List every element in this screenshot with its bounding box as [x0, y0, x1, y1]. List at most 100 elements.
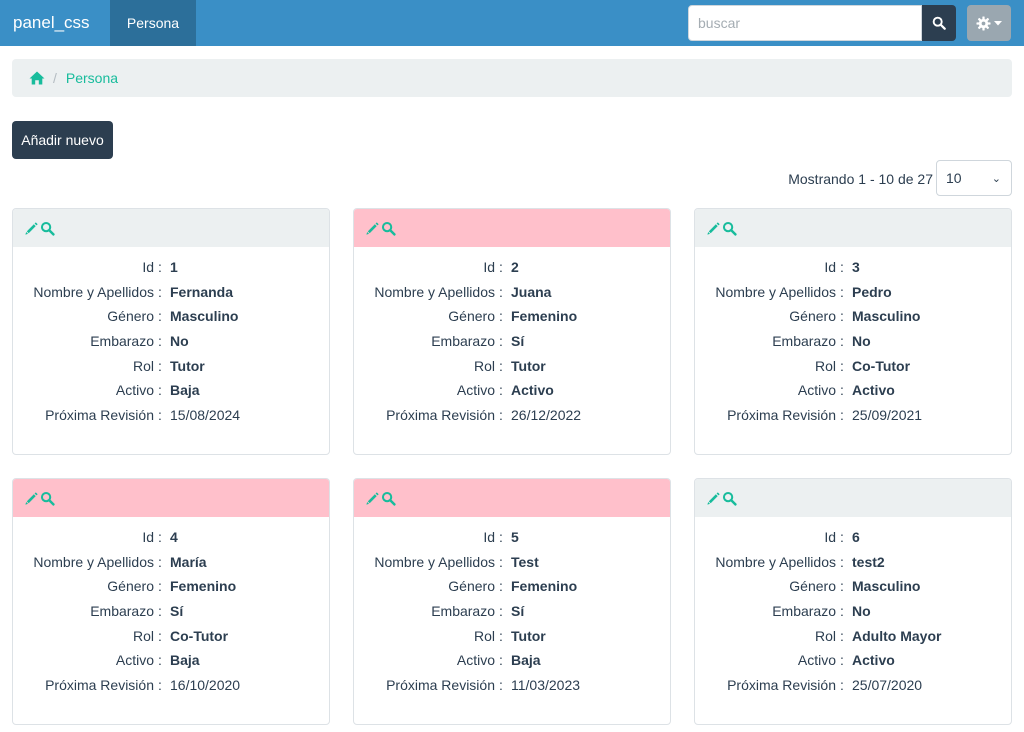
field-label: Nombre y Apellidos — [715, 283, 836, 300]
home-icon[interactable] — [29, 71, 45, 85]
field-label: Género — [107, 308, 154, 325]
search-icon — [381, 221, 396, 236]
view-button[interactable] — [381, 491, 396, 506]
field-value-embarazo: Sí — [170, 603, 184, 620]
field-row-activo: Activo: Baja — [354, 648, 670, 673]
field-label: Id — [824, 259, 836, 276]
field-label: Activo — [797, 382, 836, 399]
field-colon: : — [499, 603, 503, 620]
field-colon: : — [158, 652, 162, 669]
field-value-nombre: María — [170, 553, 207, 570]
field-row-rol: Rol: Tutor — [354, 353, 670, 378]
card-body: Id:5 Nombre y Apellidos: Test Género: Femeni… — [354, 517, 670, 697]
view-button[interactable] — [381, 221, 396, 236]
navbar: panel_css Persona — [0, 0, 1024, 46]
field-value-activo: Activo — [852, 382, 895, 399]
field-label: Embarazo — [772, 333, 836, 350]
field-value-id: 3 — [852, 259, 860, 276]
field-label: Próxima Revisión — [727, 406, 836, 423]
add-new-button[interactable]: Añadir nuevo — [12, 121, 113, 159]
field-value-rol: Tutor — [511, 357, 546, 374]
field-label: Rol — [473, 627, 495, 644]
field-colon: : — [158, 357, 162, 374]
field-colon: : — [499, 627, 503, 644]
field-row-genero: Género: Femenino — [354, 304, 670, 329]
field-value-rol: Tutor — [170, 357, 205, 374]
edit-button[interactable] — [706, 221, 721, 236]
card-header — [354, 209, 670, 247]
field-value-activo: Baja — [170, 382, 200, 399]
edit-button[interactable] — [24, 491, 39, 506]
field-value-activo: Activo — [511, 382, 554, 399]
field-row-embarazo: Embarazo: Sí — [354, 599, 670, 624]
caret-down-icon — [994, 21, 1002, 26]
view-button[interactable] — [722, 221, 737, 236]
field-colon: : — [499, 652, 503, 669]
page-size-value: 10 — [946, 170, 962, 186]
field-colon: : — [158, 382, 162, 399]
field-colon: : — [499, 578, 503, 595]
breadcrumb-separator: / — [53, 70, 57, 86]
edit-button[interactable] — [24, 221, 39, 236]
search-icon — [40, 491, 55, 506]
search-input[interactable] — [688, 5, 922, 41]
persona-card: Id:6 Nombre y Apellidos: test2 Género: Mascu… — [694, 478, 1012, 725]
field-colon: : — [158, 603, 162, 620]
field-label: Próxima Revisión — [45, 676, 154, 693]
field-row-genero: Género: Femenino — [354, 574, 670, 599]
field-value-activo: Baja — [511, 652, 541, 669]
field-row-genero: Género: Masculino — [695, 574, 1011, 599]
field-label: Id — [483, 259, 495, 276]
view-button[interactable] — [40, 491, 55, 506]
field-colon: : — [158, 333, 162, 350]
field-value-rol: Tutor — [511, 627, 546, 644]
edit-button[interactable] — [365, 491, 380, 506]
breadcrumb-item-persona[interactable]: Persona — [65, 70, 119, 86]
pencil-icon — [366, 491, 379, 505]
field-colon: : — [499, 308, 503, 325]
field-row-activo: Activo: Activo — [695, 648, 1011, 673]
field-value-embarazo: No — [852, 603, 871, 620]
field-row-id: Id:6 — [695, 525, 1011, 550]
field-colon: : — [499, 676, 503, 693]
field-row-activo: Activo: Activo — [354, 378, 670, 403]
field-row-embarazo: Embarazo: Sí — [354, 329, 670, 354]
settings-dropdown-button[interactable] — [967, 5, 1011, 41]
field-label: Género — [107, 578, 154, 595]
persona-card: Id:2 Nombre y Apellidos: Juana Género: Femen… — [353, 208, 671, 455]
field-row-id: Id:4 — [13, 525, 329, 550]
field-row-rol: Rol: Adulto Mayor — [695, 623, 1011, 648]
field-value-activo: Baja — [170, 652, 200, 669]
field-row-embarazo: Embarazo: No — [13, 329, 329, 354]
field-colon: : — [499, 259, 503, 276]
field-colon: : — [158, 308, 162, 325]
gear-icon — [976, 15, 991, 31]
field-value-genero: Femenino — [511, 308, 578, 325]
search-button[interactable] — [922, 5, 956, 41]
field-row-genero: Género: Femenino — [13, 574, 329, 599]
field-value-revision: 26/12/2022 — [511, 406, 582, 423]
field-row-revision: Próxima Revisión:26/12/2022 — [354, 403, 670, 428]
tab-persona[interactable]: Persona — [110, 0, 196, 46]
field-row-id: Id:1 — [13, 255, 329, 280]
field-colon: : — [840, 333, 844, 350]
field-label: Activo — [797, 652, 836, 669]
field-label: Embarazo — [431, 333, 495, 350]
field-row-embarazo: Embarazo: No — [695, 329, 1011, 354]
field-value-genero: Masculino — [852, 578, 921, 595]
edit-button[interactable] — [365, 221, 380, 236]
field-colon: : — [840, 652, 844, 669]
field-label: Nombre y Apellidos — [374, 283, 495, 300]
view-button[interactable] — [40, 221, 55, 236]
edit-button[interactable] — [706, 491, 721, 506]
field-row-rol: Rol: Co-Tutor — [695, 353, 1011, 378]
field-label: Rol — [132, 357, 154, 374]
field-row-revision: Próxima Revisión:25/07/2020 — [695, 673, 1011, 698]
field-value-nombre: Juana — [511, 283, 552, 300]
field-value-rol: Co-Tutor — [852, 357, 911, 374]
field-row-id: Id:3 — [695, 255, 1011, 280]
view-button[interactable] — [722, 491, 737, 506]
page-size-select[interactable]: 10 ⌄ — [936, 160, 1012, 196]
brand-link[interactable]: panel_css — [13, 13, 90, 32]
field-value-embarazo: No — [170, 333, 189, 350]
